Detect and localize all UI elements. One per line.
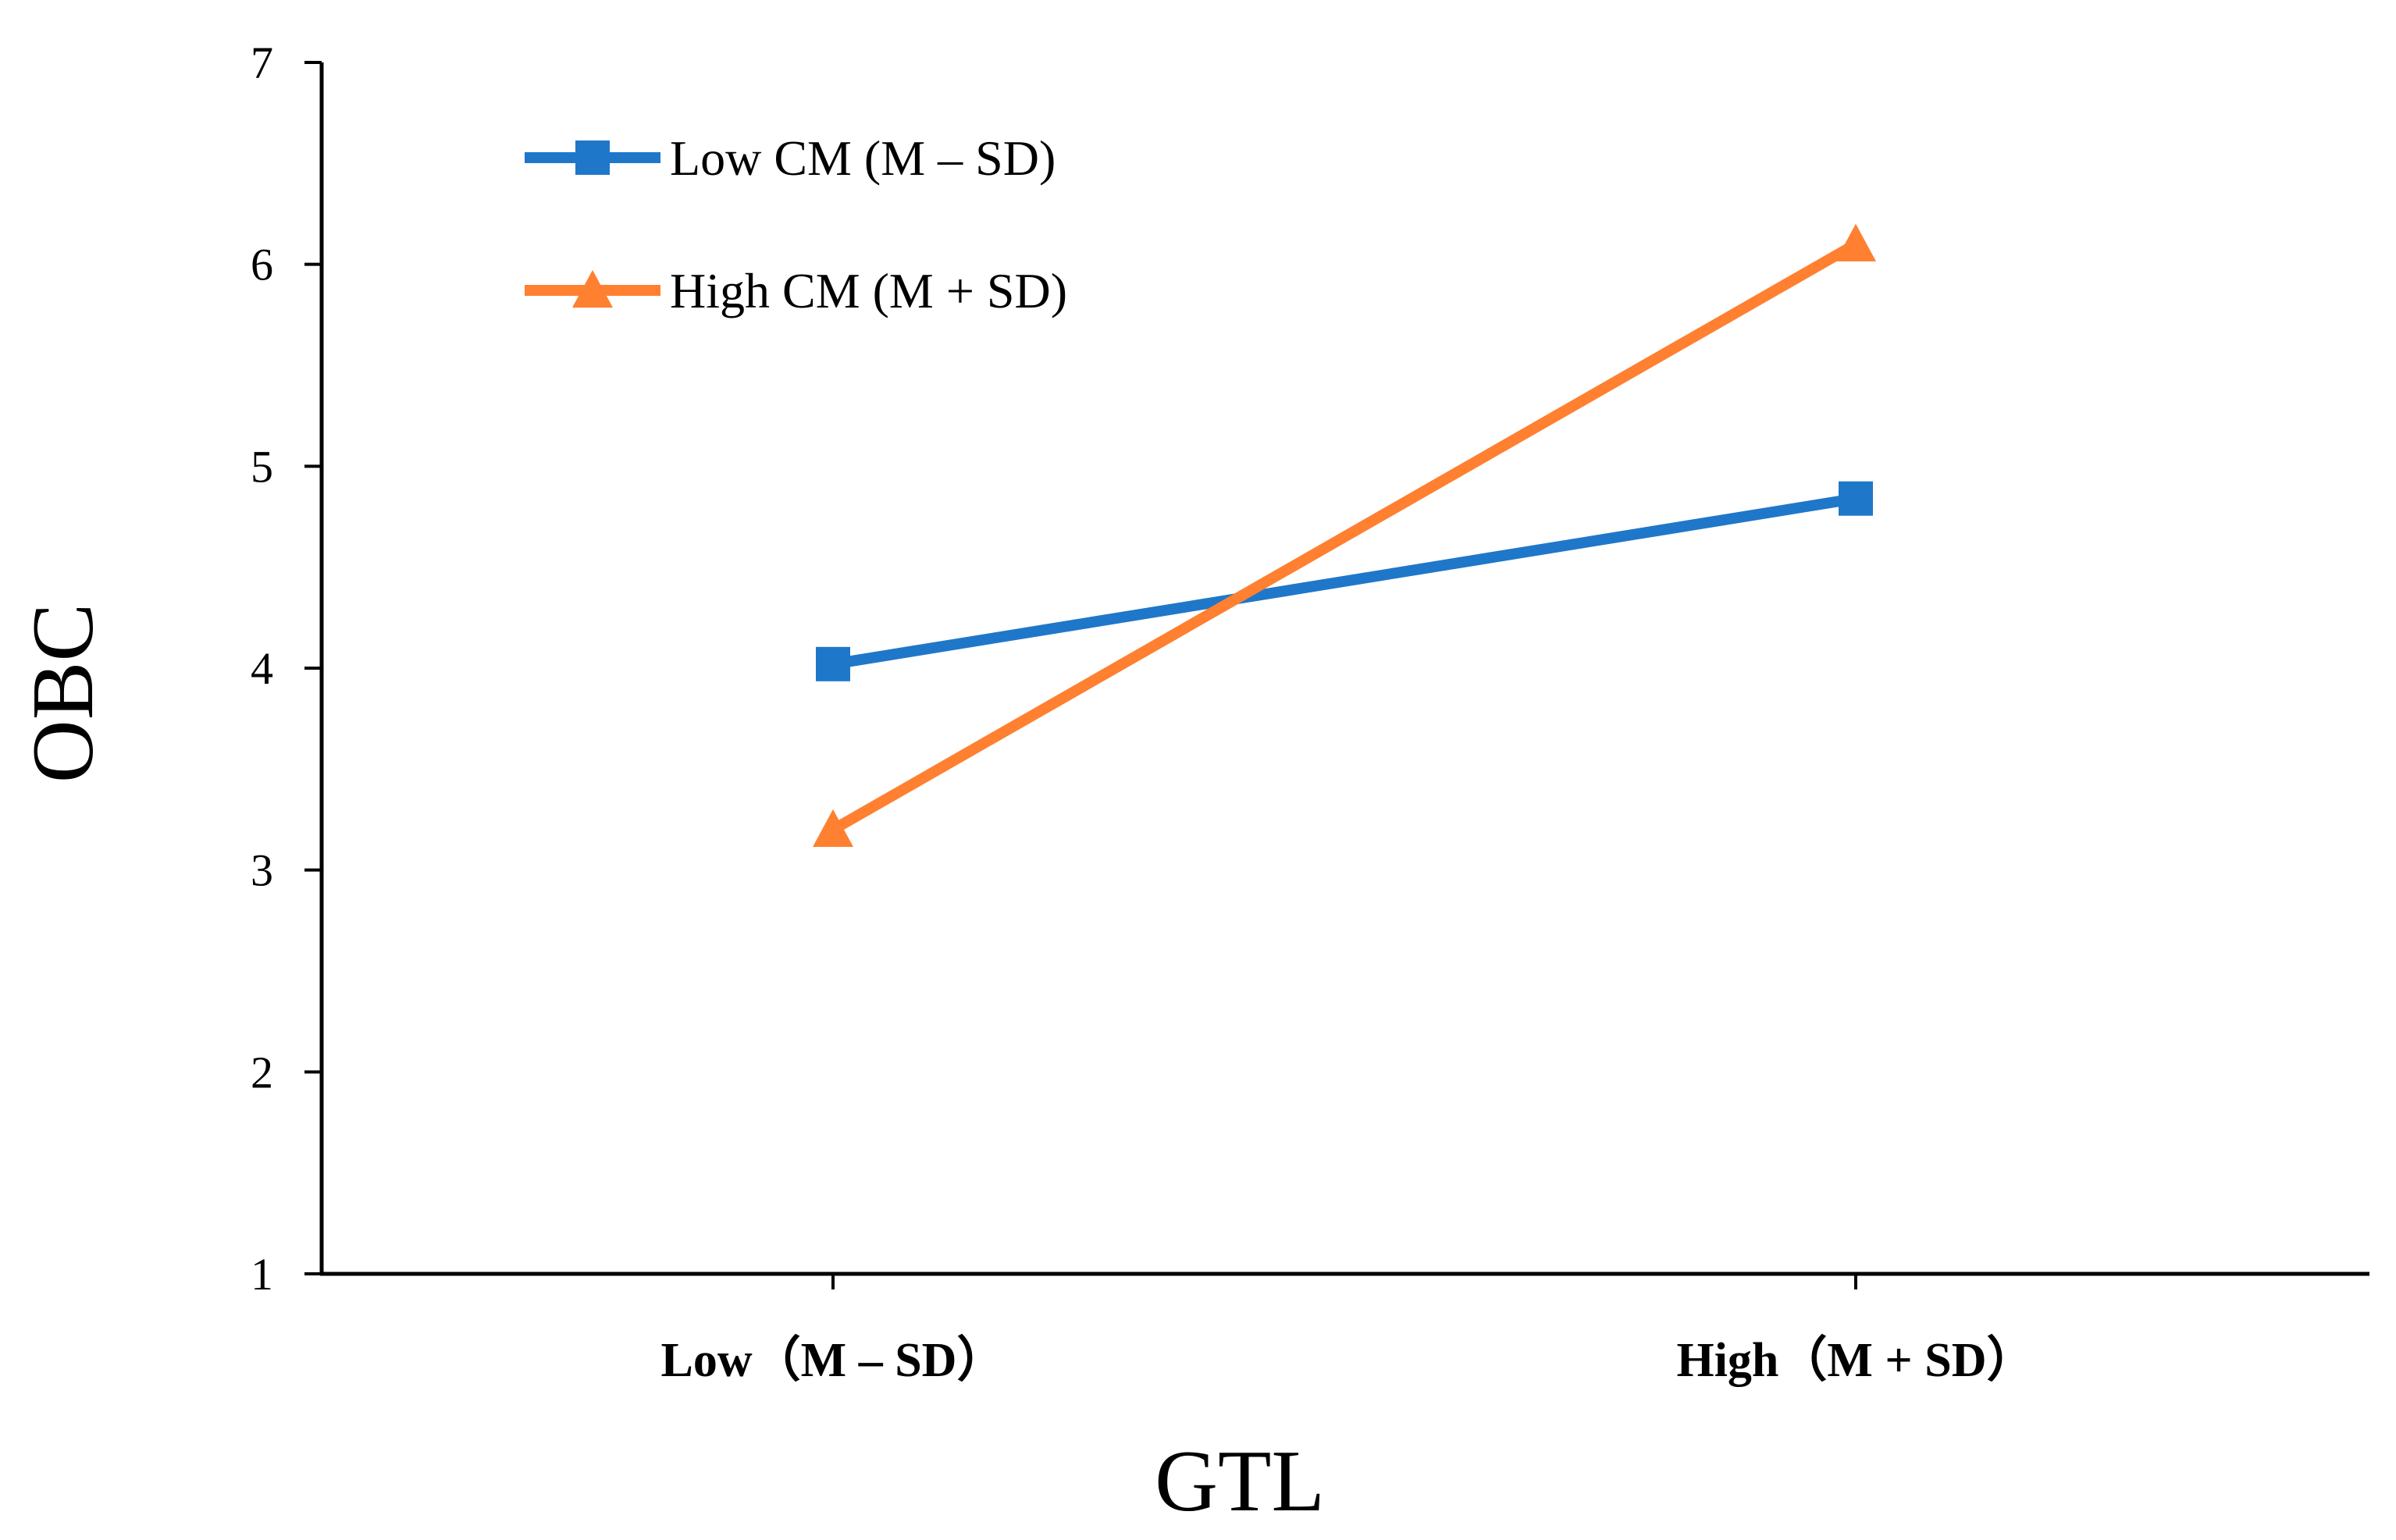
y-axis-title: OBC xyxy=(15,603,112,783)
x-ticks: Low（M – SD） High（M + SD） xyxy=(661,1274,2035,1387)
legend-item: Low CM (M – SD) xyxy=(525,130,1056,186)
data-point xyxy=(1835,223,1876,261)
axes xyxy=(319,62,2369,1276)
series-line xyxy=(830,239,1859,835)
y-tick-label: 2 xyxy=(251,1047,273,1097)
x-axis-title: GTL xyxy=(1155,1433,1325,1530)
y-tick-label: 5 xyxy=(251,441,273,492)
legend: Low CM (M – SD) High CM (M + SD) xyxy=(525,130,1067,318)
data-point xyxy=(816,646,850,681)
y-tick-label: 7 xyxy=(251,37,273,88)
legend-marker xyxy=(572,270,613,308)
series-layer xyxy=(813,223,1876,848)
y-tick-label: 6 xyxy=(251,240,273,290)
legend-item: High CM (M + SD) xyxy=(525,263,1067,318)
x-tick-label: High（M + SD） xyxy=(1676,1332,2035,1387)
data-point xyxy=(813,809,853,848)
series-2 xyxy=(813,223,1876,848)
y-tick-label: 4 xyxy=(251,643,273,694)
y-ticks: 1 2 3 4 5 6 7 xyxy=(251,37,322,1300)
data-point xyxy=(1839,481,1873,516)
legend-label: Low CM (M – SD) xyxy=(670,130,1056,186)
series-line xyxy=(831,493,1857,670)
y-tick-label: 3 xyxy=(251,845,273,896)
y-tick-label: 1 xyxy=(251,1249,273,1300)
series-1 xyxy=(816,481,1873,681)
legend-marker xyxy=(575,140,610,175)
x-tick-label: Low（M – SD） xyxy=(661,1332,1006,1387)
legend-label: High CM (M + SD) xyxy=(670,263,1067,318)
